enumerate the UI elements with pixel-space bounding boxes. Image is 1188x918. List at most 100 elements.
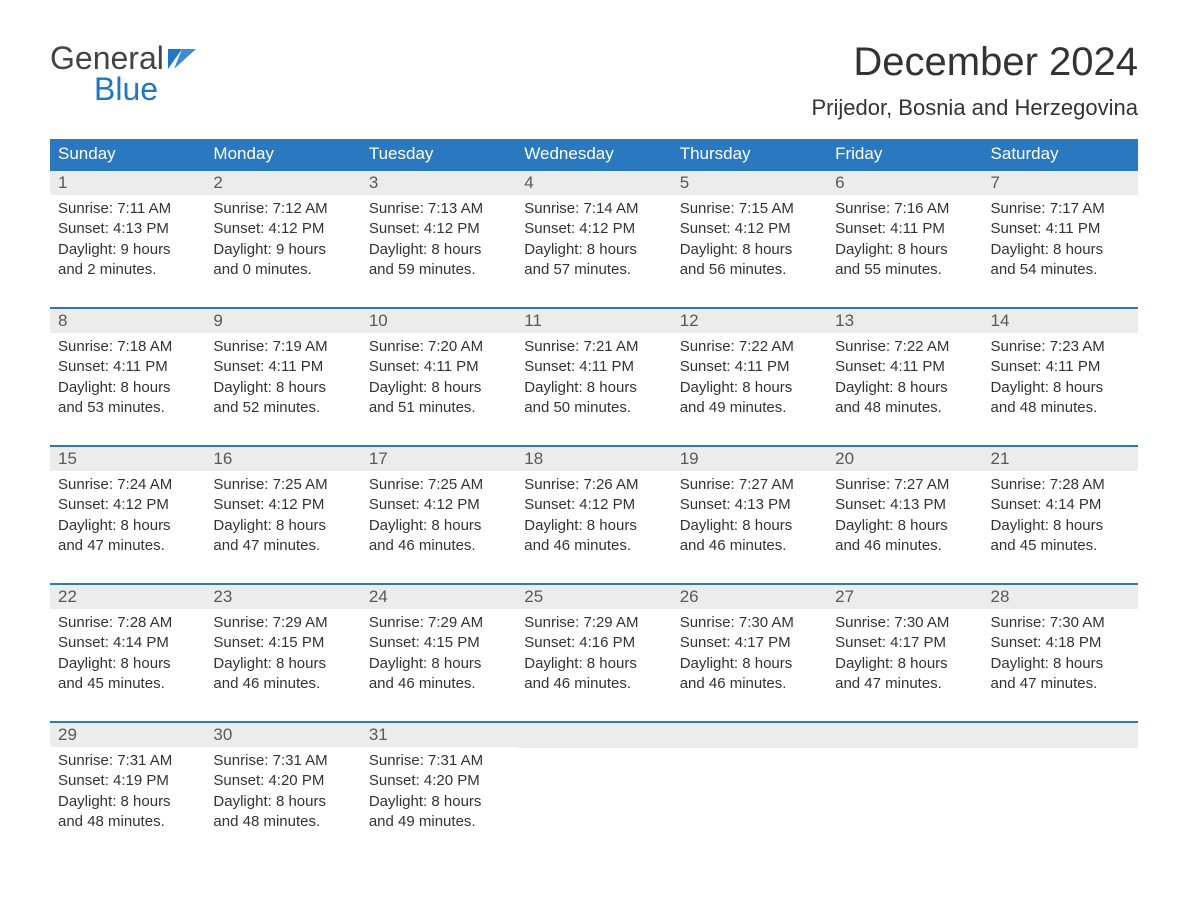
- sunset-line: Sunset: 4:12 PM: [213, 219, 352, 239]
- sunset-line: Sunset: 4:17 PM: [680, 633, 819, 653]
- sunset-line: Sunset: 4:11 PM: [213, 357, 352, 377]
- cell-body: Sunrise: 7:19 AMSunset: 4:11 PMDaylight:…: [205, 333, 360, 418]
- sunrise-line: Sunrise: 7:15 AM: [680, 199, 819, 219]
- day-number: 18: [516, 447, 671, 471]
- sunrise-line: Sunrise: 7:20 AM: [369, 337, 508, 357]
- day-number: 26: [672, 585, 827, 609]
- daylight-line: and 46 minutes.: [369, 674, 508, 694]
- cell-body: Sunrise: 7:18 AMSunset: 4:11 PMDaylight:…: [50, 333, 205, 418]
- daylight-line: and 59 minutes.: [369, 260, 508, 280]
- day-number: 9: [205, 309, 360, 333]
- week-row: 29Sunrise: 7:31 AMSunset: 4:19 PMDayligh…: [50, 721, 1138, 843]
- calendar-cell: 1Sunrise: 7:11 AMSunset: 4:13 PMDaylight…: [50, 171, 205, 291]
- day-number: 22: [50, 585, 205, 609]
- cell-body: Sunrise: 7:24 AMSunset: 4:12 PMDaylight:…: [50, 471, 205, 556]
- day-number: 3: [361, 171, 516, 195]
- cell-body: Sunrise: 7:23 AMSunset: 4:11 PMDaylight:…: [983, 333, 1138, 418]
- day-number: 4: [516, 171, 671, 195]
- sunrise-line: Sunrise: 7:27 AM: [680, 475, 819, 495]
- day-header: Sunday: [50, 139, 205, 169]
- daylight-line: Daylight: 9 hours: [213, 240, 352, 260]
- daylight-line: Daylight: 8 hours: [213, 378, 352, 398]
- day-number: 16: [205, 447, 360, 471]
- cell-body: Sunrise: 7:13 AMSunset: 4:12 PMDaylight:…: [361, 195, 516, 280]
- daylight-line: and 51 minutes.: [369, 398, 508, 418]
- daylight-line: and 46 minutes.: [835, 536, 974, 556]
- week-row: 15Sunrise: 7:24 AMSunset: 4:12 PMDayligh…: [50, 445, 1138, 567]
- daylight-line: and 46 minutes.: [680, 674, 819, 694]
- sunrise-line: Sunrise: 7:11 AM: [58, 199, 197, 219]
- calendar-cell: [827, 723, 982, 843]
- calendar-cell: 31Sunrise: 7:31 AMSunset: 4:20 PMDayligh…: [361, 723, 516, 843]
- sunrise-line: Sunrise: 7:30 AM: [991, 613, 1130, 633]
- daylight-line: Daylight: 8 hours: [213, 654, 352, 674]
- sunrise-line: Sunrise: 7:14 AM: [524, 199, 663, 219]
- daylight-line: and 46 minutes.: [524, 536, 663, 556]
- sunrise-line: Sunrise: 7:30 AM: [680, 613, 819, 633]
- daylight-line: and 0 minutes.: [213, 260, 352, 280]
- sunrise-line: Sunrise: 7:26 AM: [524, 475, 663, 495]
- daylight-line: Daylight: 8 hours: [680, 516, 819, 536]
- daylight-line: Daylight: 8 hours: [369, 516, 508, 536]
- sunrise-line: Sunrise: 7:29 AM: [213, 613, 352, 633]
- day-number: 27: [827, 585, 982, 609]
- daylight-line: and 57 minutes.: [524, 260, 663, 280]
- cell-body: Sunrise: 7:21 AMSunset: 4:11 PMDaylight:…: [516, 333, 671, 418]
- cell-body: Sunrise: 7:27 AMSunset: 4:13 PMDaylight:…: [827, 471, 982, 556]
- calendar-cell: 5Sunrise: 7:15 AMSunset: 4:12 PMDaylight…: [672, 171, 827, 291]
- calendar-cell: [983, 723, 1138, 843]
- daylight-line: and 46 minutes.: [369, 536, 508, 556]
- sunset-line: Sunset: 4:20 PM: [369, 771, 508, 791]
- cell-body: Sunrise: 7:30 AMSunset: 4:18 PMDaylight:…: [983, 609, 1138, 694]
- cell-body: Sunrise: 7:29 AMSunset: 4:15 PMDaylight:…: [361, 609, 516, 694]
- header: General Blue December 2024 Prijedor, Bos…: [50, 40, 1138, 121]
- day-number: 17: [361, 447, 516, 471]
- sunrise-line: Sunrise: 7:24 AM: [58, 475, 197, 495]
- calendar-cell: 11Sunrise: 7:21 AMSunset: 4:11 PMDayligh…: [516, 309, 671, 429]
- daylight-line: Daylight: 8 hours: [369, 792, 508, 812]
- daylight-line: and 50 minutes.: [524, 398, 663, 418]
- cell-body: Sunrise: 7:28 AMSunset: 4:14 PMDaylight:…: [983, 471, 1138, 556]
- day-number: 30: [205, 723, 360, 747]
- week-row: 8Sunrise: 7:18 AMSunset: 4:11 PMDaylight…: [50, 307, 1138, 429]
- day-number: 25: [516, 585, 671, 609]
- sunset-line: Sunset: 4:11 PM: [835, 357, 974, 377]
- cell-body: Sunrise: 7:16 AMSunset: 4:11 PMDaylight:…: [827, 195, 982, 280]
- daylight-line: and 47 minutes.: [991, 674, 1130, 694]
- sunrise-line: Sunrise: 7:31 AM: [58, 751, 197, 771]
- sunrise-line: Sunrise: 7:21 AM: [524, 337, 663, 357]
- cell-body: Sunrise: 7:22 AMSunset: 4:11 PMDaylight:…: [827, 333, 982, 418]
- daylight-line: Daylight: 8 hours: [524, 654, 663, 674]
- daylight-line: Daylight: 8 hours: [213, 792, 352, 812]
- cell-body: Sunrise: 7:14 AMSunset: 4:12 PMDaylight:…: [516, 195, 671, 280]
- daylight-line: and 53 minutes.: [58, 398, 197, 418]
- cell-body: Sunrise: 7:29 AMSunset: 4:16 PMDaylight:…: [516, 609, 671, 694]
- daylight-line: and 55 minutes.: [835, 260, 974, 280]
- sunset-line: Sunset: 4:12 PM: [524, 219, 663, 239]
- daylight-line: and 46 minutes.: [680, 536, 819, 556]
- daylight-line: and 48 minutes.: [835, 398, 974, 418]
- sunset-line: Sunset: 4:20 PM: [213, 771, 352, 791]
- sunset-line: Sunset: 4:12 PM: [369, 495, 508, 515]
- daylight-line: Daylight: 8 hours: [524, 240, 663, 260]
- sunset-line: Sunset: 4:15 PM: [369, 633, 508, 653]
- daylight-line: and 2 minutes.: [58, 260, 197, 280]
- calendar: SundayMondayTuesdayWednesdayThursdayFrid…: [50, 139, 1138, 843]
- day-header-row: SundayMondayTuesdayWednesdayThursdayFrid…: [50, 139, 1138, 169]
- daylight-line: Daylight: 8 hours: [524, 516, 663, 536]
- day-header: Saturday: [983, 139, 1138, 169]
- daylight-line: and 47 minutes.: [835, 674, 974, 694]
- calendar-cell: 23Sunrise: 7:29 AMSunset: 4:15 PMDayligh…: [205, 585, 360, 705]
- daylight-line: Daylight: 8 hours: [369, 654, 508, 674]
- calendar-cell: 7Sunrise: 7:17 AMSunset: 4:11 PMDaylight…: [983, 171, 1138, 291]
- day-header: Monday: [205, 139, 360, 169]
- cell-body: Sunrise: 7:12 AMSunset: 4:12 PMDaylight:…: [205, 195, 360, 280]
- calendar-cell: 9Sunrise: 7:19 AMSunset: 4:11 PMDaylight…: [205, 309, 360, 429]
- daylight-line: and 49 minutes.: [680, 398, 819, 418]
- daylight-line: and 49 minutes.: [369, 812, 508, 832]
- calendar-cell: 21Sunrise: 7:28 AMSunset: 4:14 PMDayligh…: [983, 447, 1138, 567]
- sunset-line: Sunset: 4:12 PM: [213, 495, 352, 515]
- day-number: 23: [205, 585, 360, 609]
- day-number: 12: [672, 309, 827, 333]
- cell-body: Sunrise: 7:17 AMSunset: 4:11 PMDaylight:…: [983, 195, 1138, 280]
